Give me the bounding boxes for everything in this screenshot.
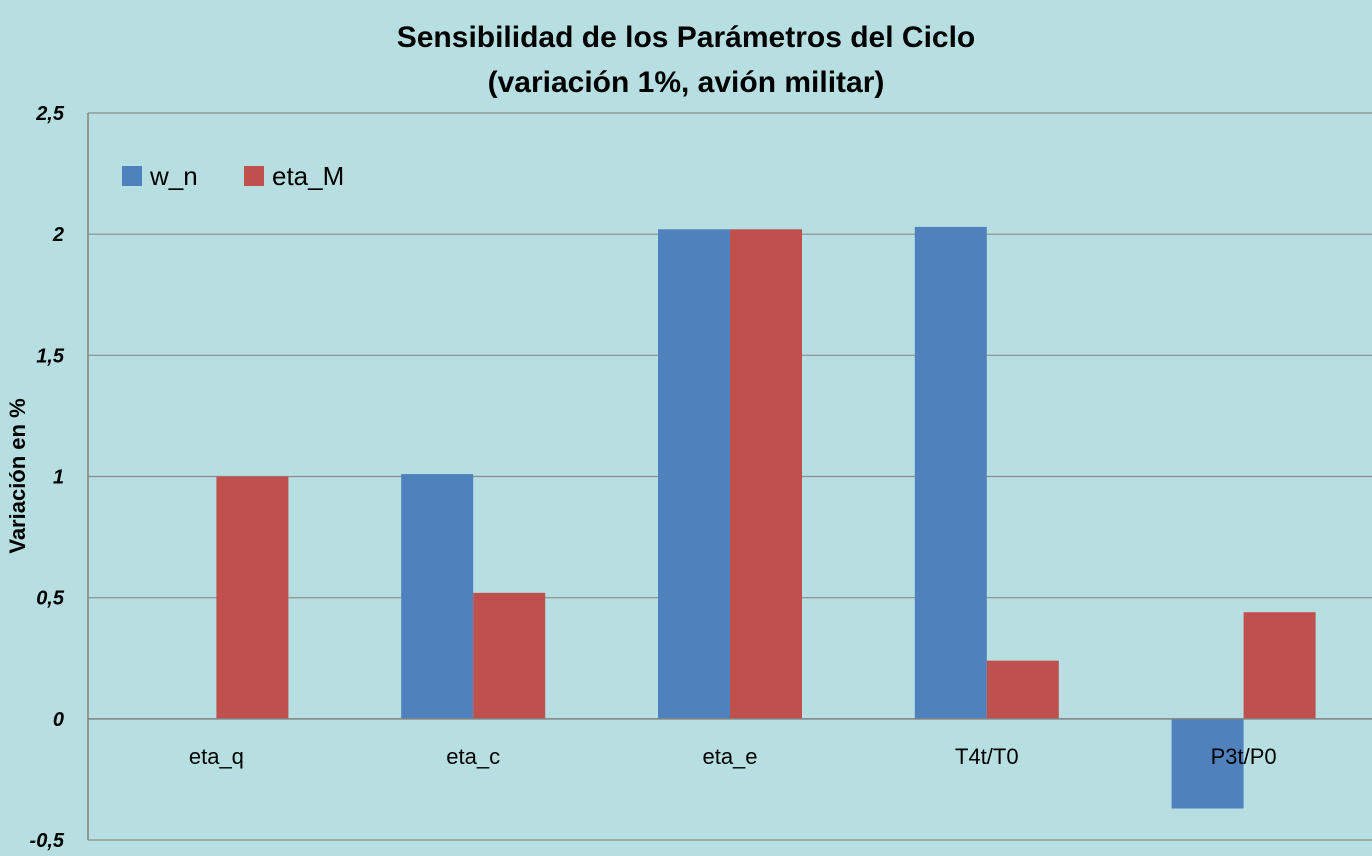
x-tick-label: T4t/T0 [955,744,1019,769]
y-tick-label: 0 [53,709,64,731]
legend: w_n eta_M [122,161,344,191]
y-tick-label: 1,5 [36,345,65,367]
bar-w_n-T4t/T0 [914,226,987,719]
bars [216,226,1316,809]
tick-labels: -0,5 0 0,5 1 1,5 2 2,5 eta_q eta_c eta_e T4t/T0 P3t… [30,103,1277,852]
y-tick-label: 2 [52,224,64,246]
axes [87,113,1372,840]
bar-eta_M-T4t/T0 [986,660,1059,719]
x-tick-label: eta_c [446,744,500,769]
y-tick-label: 2,5 [35,103,65,125]
x-tick-label: eta_q [189,744,244,769]
legend-label-eta_M: eta_M [272,161,344,191]
legend-label-w_n: w_n [149,161,198,191]
bar-w_n-eta_c [401,474,474,719]
chart-title-line-1: Sensibilidad de los Parámetros del Ciclo [397,21,976,54]
bar-eta_M-P3t/P0 [1243,612,1316,719]
legend-swatch-eta_M [244,166,264,186]
x-tick-label: P3t/P0 [1211,744,1277,769]
bar-eta_M-eta_c [473,592,546,719]
x-tick-label: eta_e [702,744,757,769]
bar-w_n-eta_e [658,229,730,719]
bar-eta_M-eta_q [216,476,289,719]
y-tick-label: 1 [53,467,64,489]
bar-w_n-P3t/P0 [1171,718,1244,809]
legend-swatch-w_n [122,166,142,186]
bar-eta_M-eta_e [730,229,802,719]
y-tick-label: -0,5 [30,830,65,852]
y-tick-label: 0,5 [36,588,65,610]
chart-title-line-2: (variación 1%, avión militar) [488,66,885,99]
y-axis-label: Variación en % [5,398,30,553]
